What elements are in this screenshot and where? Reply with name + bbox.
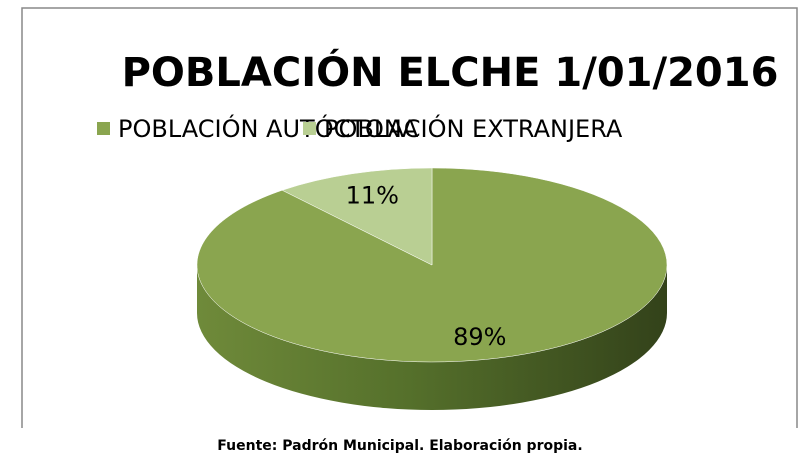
legend-swatch: [97, 122, 110, 135]
data-label: 11%: [346, 182, 399, 210]
legend-label: POBLACIÓN AUTÓCTONA: [118, 113, 419, 143]
legend-label: POBLACIÓN EXTRANJERA: [324, 113, 623, 143]
legend-swatch: [303, 122, 316, 135]
pie-slice: [281, 167, 433, 266]
source-note: Fuente: Padrón Municipal. Elaboración pr…: [217, 438, 582, 454]
chart-title: POBLACIÓN ELCHE 1/01/2016: [122, 48, 779, 96]
data-label: 89%: [453, 323, 506, 351]
pie-side: [197, 265, 667, 410]
chart-frame: [21, 7, 798, 428]
